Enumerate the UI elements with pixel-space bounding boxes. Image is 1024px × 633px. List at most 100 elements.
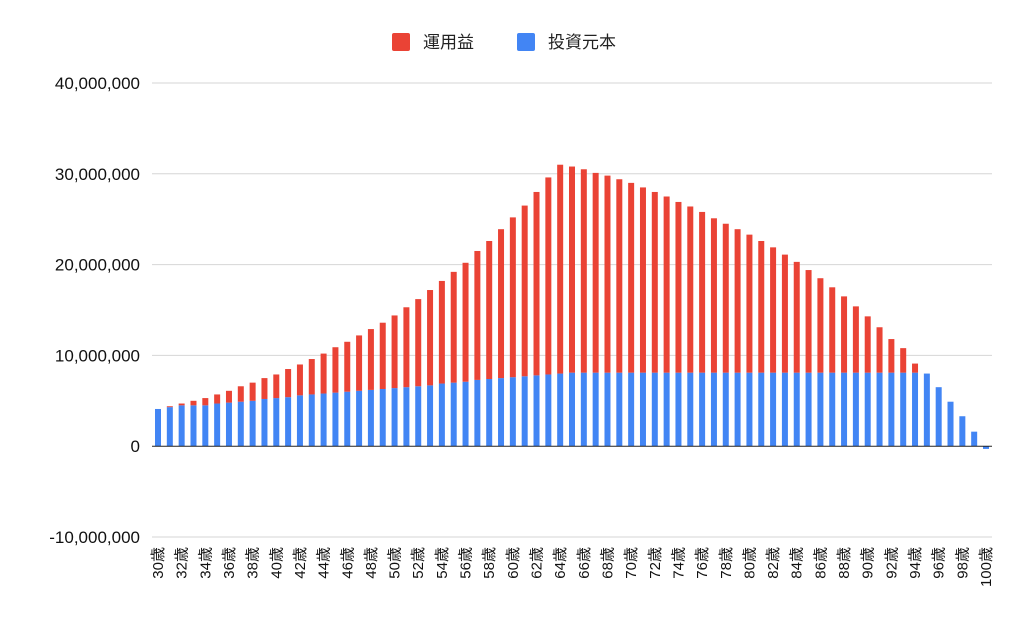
x-tick-label: 88歳: [836, 547, 853, 579]
bar-principal: [734, 372, 741, 447]
x-tick-label: 72歳: [647, 547, 664, 579]
y-tick-label: 30,000,000: [55, 165, 140, 184]
bar-principal: [486, 379, 493, 447]
bar-principal: [604, 372, 611, 447]
bar-gain: [320, 353, 327, 394]
bar-gain: [817, 278, 824, 373]
bar-gain: [285, 369, 292, 398]
x-tick-label: 86歳: [812, 547, 829, 579]
bar-gain: [344, 341, 351, 392]
y-axis-ticks: -10,000,000 0 10,000,000 20,000,000 30,000,0…: [49, 74, 140, 547]
bar-gain: [521, 205, 528, 377]
bar-principal: [888, 372, 895, 447]
bar-gain: [758, 240, 765, 373]
bar-principal: [710, 372, 717, 447]
bar-principal: [379, 388, 386, 447]
bar-gain: [166, 406, 173, 408]
bar-principal: [190, 405, 197, 447]
bar-gain: [190, 400, 197, 406]
bar-gain: [805, 270, 812, 373]
bar-gain: [663, 196, 670, 373]
bar-gain: [746, 234, 753, 373]
bar-gain: [545, 177, 552, 375]
bar-principal: [521, 376, 528, 447]
bar-principal: [356, 390, 363, 447]
bar-principal: [450, 382, 457, 447]
bar-principal: [155, 408, 161, 447]
bar-principal: [781, 372, 788, 447]
bar-principal: [557, 373, 564, 447]
legend: 運用益 投資元本: [392, 33, 616, 52]
bar-gain: [474, 250, 481, 380]
bar-principal: [805, 372, 812, 447]
bar-principal: [758, 372, 765, 447]
bar-principal: [971, 431, 978, 447]
x-tick-label: 38歳: [245, 547, 262, 579]
bar-principal: [462, 381, 469, 447]
bar-principal: [592, 372, 599, 447]
bar-principal: [214, 403, 221, 447]
bar-principal: [225, 402, 232, 447]
x-tick-label: 98歳: [954, 547, 971, 579]
legend-label: 投資元本: [548, 33, 616, 52]
x-tick-label: 46歳: [339, 547, 356, 579]
bar-gain: [580, 169, 587, 373]
bar-principal: [166, 407, 173, 447]
bar-principal: [237, 401, 244, 447]
bar-principal: [829, 372, 836, 447]
x-tick-label: 92歳: [883, 547, 900, 579]
bar-principal: [628, 372, 635, 447]
bar-gain: [533, 191, 540, 376]
x-tick-label: 90歳: [860, 547, 877, 579]
bar-principal: [663, 372, 670, 447]
bar-principal: [580, 372, 587, 447]
x-tick-label: 96歳: [931, 547, 948, 579]
bar-gain: [214, 394, 221, 404]
bar-gain: [852, 306, 859, 373]
bar-gain: [734, 229, 741, 373]
bar-principal: [900, 372, 907, 447]
bar-principal: [367, 389, 374, 447]
bar-gain: [450, 271, 457, 383]
bar-gain: [415, 299, 422, 387]
bar-principal: [332, 392, 339, 447]
bar-gain: [462, 262, 469, 382]
bar-principal: [935, 387, 942, 447]
x-tick-label: 44歳: [316, 547, 333, 579]
bar-principal: [639, 372, 646, 447]
bar-gain: [486, 240, 493, 380]
bar-gain: [616, 179, 623, 373]
bar-gain: [296, 364, 303, 396]
bar-principal: [746, 372, 753, 447]
x-tick-label: 56歳: [458, 547, 475, 579]
bar-principal: [651, 372, 658, 447]
bar-gain: [356, 335, 363, 391]
y-tick-label: 20,000,000: [55, 256, 140, 275]
bar-gain: [249, 382, 256, 401]
x-tick-label: 78歳: [718, 547, 735, 579]
bar-principal: [959, 416, 966, 447]
x-tick-label: 36歳: [221, 547, 238, 579]
bar-gain: [687, 206, 694, 373]
bar-gain: [675, 201, 682, 373]
bar-principal: [616, 372, 623, 447]
bar-principal: [273, 398, 280, 447]
bar-principal: [249, 400, 256, 447]
bar-principal: [202, 405, 209, 447]
bar-principal: [403, 387, 410, 447]
bar-gain: [639, 187, 646, 373]
bar-principal: [876, 372, 883, 447]
legend-swatch: [517, 33, 535, 51]
bar-gain: [841, 296, 848, 373]
bar-principal: [983, 446, 989, 449]
bar-principal: [569, 372, 575, 447]
bar-gain: [876, 327, 883, 373]
x-tick-label: 94歳: [907, 547, 924, 579]
bar-gain: [628, 182, 635, 373]
x-tick-label: 100歳: [978, 547, 995, 587]
x-tick-label: 30歳: [150, 547, 167, 579]
bar-principal: [699, 372, 706, 447]
x-tick-label: 60歳: [505, 547, 522, 579]
bar-principal: [509, 377, 516, 447]
x-tick-label: 66歳: [576, 547, 593, 579]
